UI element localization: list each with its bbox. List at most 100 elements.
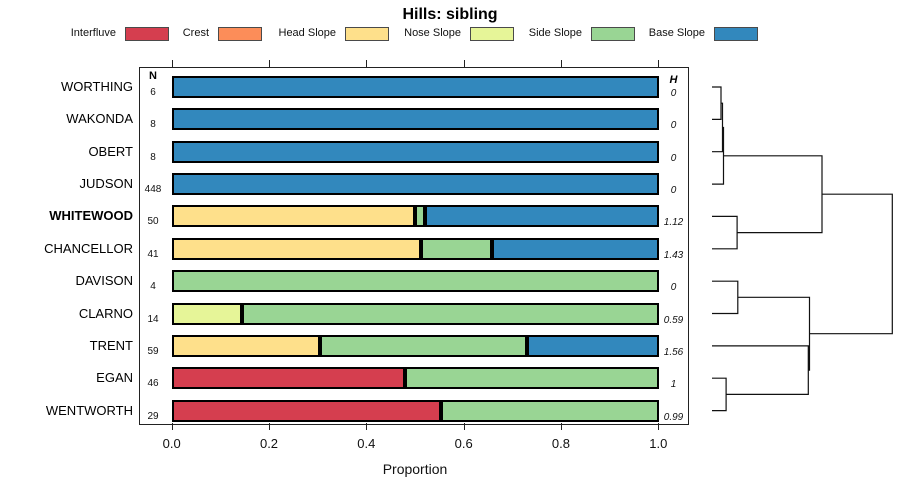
bar-row-wakonda — [171, 108, 659, 131]
row-label-whitewood: WHITEWOOD — [49, 208, 133, 224]
bar-row-obert — [171, 140, 659, 163]
bar-segment — [420, 237, 492, 260]
x-tick-label: 0.4 — [357, 436, 376, 451]
bar-segment — [241, 302, 659, 325]
legend-swatch-base-slope — [714, 27, 758, 41]
bar-segment — [171, 108, 659, 131]
row-label-wakonda: WAKONDA — [66, 111, 133, 127]
x-tick-top — [366, 60, 368, 67]
legend-swatch-side-slope — [591, 27, 635, 41]
h-column-header: H — [669, 74, 678, 86]
bar-row-worthing — [171, 76, 659, 98]
bar-segment — [440, 399, 659, 422]
row-label-obert: OBERT — [88, 143, 133, 159]
bar-row-chancellor — [171, 237, 659, 260]
x-tick-label: 0.8 — [551, 436, 570, 451]
legend-label: Head Slope — [278, 27, 337, 39]
h-value: 0 — [670, 120, 677, 132]
bar-row-whitewood — [171, 205, 659, 228]
legend-label: Base Slope — [648, 27, 705, 39]
legend-label: Crest — [182, 27, 209, 39]
h-value: 1.56 — [663, 346, 684, 358]
bar-segment — [491, 237, 659, 260]
x-tick-bottom — [658, 423, 660, 430]
n-column-header: N — [149, 70, 157, 82]
bar-segment — [171, 367, 405, 390]
x-tick-bottom — [560, 423, 562, 430]
n-value: 4 — [150, 281, 156, 293]
n-value: 14 — [147, 313, 159, 325]
bar-row-wentworth — [171, 399, 659, 422]
bar-segment — [526, 334, 659, 357]
x-tick-bottom — [171, 423, 173, 430]
row-label-worthing: WORTHING — [61, 79, 133, 94]
x-tick-top — [463, 60, 465, 67]
x-tick-bottom — [269, 423, 271, 430]
bar-segment — [319, 334, 527, 357]
row-label-wentworth: WENTWORTH — [45, 402, 133, 418]
n-value: 29 — [147, 410, 159, 422]
bar-segment — [171, 270, 659, 293]
bar-segment — [414, 205, 425, 228]
row-label-judson: JUDSON — [79, 176, 133, 192]
legend-label: Interfluve — [70, 27, 116, 39]
h-value: 0.99 — [663, 411, 684, 423]
x-tick-label: 1.0 — [649, 436, 668, 451]
row-label-egan: EGAN — [96, 370, 133, 386]
legend-label: Side Slope — [528, 27, 582, 39]
h-value: 1.12 — [663, 217, 684, 229]
x-tick-top — [560, 60, 562, 67]
x-tick-label: 0.6 — [454, 436, 473, 451]
bar-segment — [171, 76, 659, 98]
h-value: 1.43 — [663, 249, 684, 261]
bar-segment — [171, 237, 421, 260]
legend-swatch-crest — [218, 27, 262, 41]
legend-swatch-head-slope — [345, 27, 389, 41]
h-value: 1 — [670, 379, 677, 391]
n-value: 41 — [147, 248, 159, 260]
h-value: 0 — [670, 185, 677, 197]
n-value: 46 — [147, 378, 159, 390]
h-value: 0 — [670, 88, 677, 99]
bar-segment — [171, 302, 242, 325]
n-value: 6 — [150, 87, 156, 98]
x-tick-label: 0.2 — [259, 436, 279, 451]
bar-row-egan — [171, 367, 659, 390]
bar-segment — [171, 140, 659, 163]
row-label-davison: DAVISON — [75, 273, 133, 289]
x-tick-top — [171, 60, 173, 67]
row-label-chancellor: CHANCELLOR — [44, 240, 133, 256]
n-value: 448 — [144, 184, 162, 196]
dendrogram-links — [712, 86, 893, 412]
n-value: 59 — [147, 345, 159, 357]
bar-segment — [171, 205, 415, 228]
x-tick-top — [269, 60, 271, 67]
bar-row-trent — [171, 334, 659, 357]
plot-area — [139, 67, 689, 425]
n-value: 8 — [150, 119, 156, 131]
bar-segment — [171, 173, 659, 196]
h-value: 0 — [670, 282, 677, 294]
bar-segment — [404, 367, 659, 390]
x-tick-bottom — [366, 423, 368, 430]
bar-row-judson — [171, 173, 659, 196]
h-value: 0 — [670, 152, 677, 164]
chart-title: Hills: sibling — [402, 6, 498, 23]
n-value: 50 — [147, 216, 159, 228]
x-tick-top — [658, 60, 660, 67]
x-tick-label: 0.0 — [162, 436, 181, 451]
legend-swatch-nose-slope — [470, 27, 514, 41]
bar-row-clarno — [171, 302, 659, 325]
legend-label: Nose Slope — [404, 27, 461, 39]
bar-segment — [171, 334, 320, 357]
row-label-trent: TRENT — [89, 337, 133, 353]
n-value: 8 — [150, 151, 156, 163]
bar-row-davison — [171, 270, 659, 293]
x-tick-bottom — [463, 423, 465, 430]
bar-segment — [424, 205, 659, 228]
h-value: 0.59 — [663, 314, 684, 326]
bar-segment — [171, 399, 441, 422]
x-axis-title: Proportion — [382, 461, 448, 477]
legend-swatch-interfluve — [125, 27, 169, 41]
